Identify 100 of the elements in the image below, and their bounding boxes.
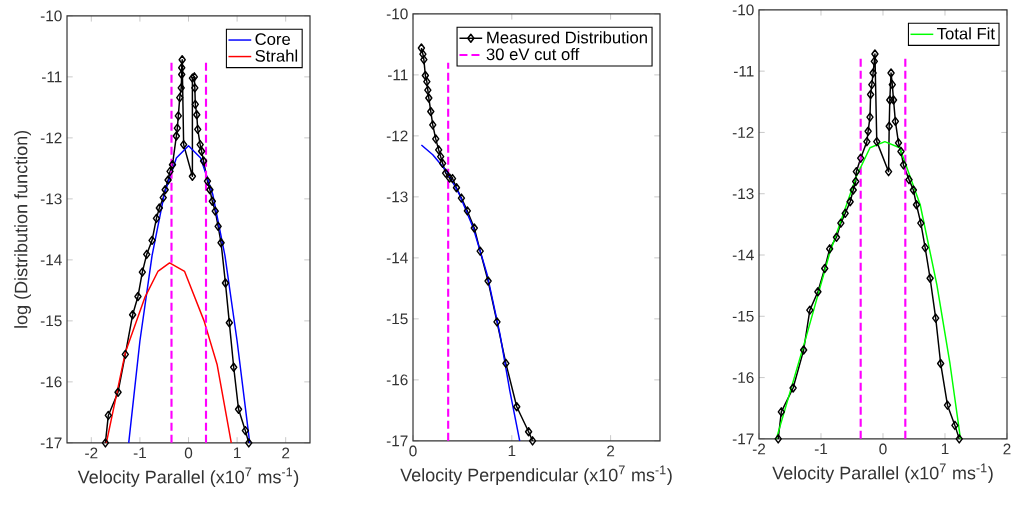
point	[863, 136, 871, 147]
y-tick-label: -14	[40, 254, 62, 266]
point	[943, 400, 952, 410]
point	[814, 287, 822, 297]
point	[832, 232, 841, 243]
point	[206, 185, 214, 195]
point	[866, 89, 875, 100]
point	[774, 434, 782, 444]
point	[427, 106, 435, 117]
x-tick-label: -1	[133, 447, 146, 459]
point	[789, 383, 797, 393]
point	[161, 185, 169, 195]
point	[524, 427, 533, 437]
x-axis-title: Velocity Parallel (x10$^{7}$ ms$^{-1}$)	[772, 463, 993, 484]
point	[176, 92, 184, 103]
point	[909, 185, 918, 195]
y-tick-label: -10	[386, 8, 408, 20]
point	[513, 402, 521, 412]
point	[441, 168, 450, 178]
point	[955, 434, 963, 444]
x-tick-label: 2	[607, 445, 615, 457]
point	[837, 218, 845, 228]
point	[199, 156, 208, 166]
legend-label: Measured Distribution	[487, 31, 647, 44]
y-tick-label: -15	[40, 315, 62, 327]
point	[476, 246, 484, 256]
point	[229, 362, 238, 373]
point	[191, 83, 199, 93]
point	[423, 76, 431, 87]
line-series	[775, 140, 962, 440]
point	[217, 238, 225, 248]
line-series	[127, 145, 251, 444]
point	[173, 123, 182, 133]
point	[425, 93, 433, 103]
point	[868, 79, 876, 90]
point	[849, 185, 857, 195]
point	[172, 131, 181, 141]
y-tick-label: -12	[732, 127, 754, 138]
point	[894, 138, 903, 148]
point	[196, 139, 204, 150]
point	[936, 358, 945, 369]
point	[884, 166, 893, 177]
y-tick-label: -12	[40, 132, 62, 144]
y-tick-label: -11	[387, 69, 408, 81]
y-tick-label: -14	[386, 252, 408, 264]
point	[225, 318, 234, 328]
point	[431, 134, 440, 144]
point	[887, 68, 895, 78]
point	[417, 43, 426, 53]
point	[502, 358, 510, 369]
point	[528, 436, 537, 446]
point	[951, 420, 959, 431]
point	[445, 173, 454, 183]
point	[825, 244, 834, 254]
point	[134, 291, 142, 302]
y-tick-label: -15	[732, 311, 754, 322]
point	[905, 174, 913, 185]
point	[197, 146, 206, 157]
point	[429, 120, 437, 130]
point	[799, 345, 808, 355]
x-tick-label: 0	[409, 445, 417, 457]
point	[866, 112, 874, 122]
point	[463, 206, 472, 216]
point	[886, 95, 894, 105]
point	[921, 242, 929, 253]
point	[889, 95, 898, 105]
y-tick-label: -13	[732, 188, 754, 200]
y-tick-label: -17	[732, 433, 754, 445]
point	[841, 208, 849, 219]
point	[142, 249, 151, 260]
point	[211, 206, 219, 216]
x-tick-label: 1	[941, 443, 949, 455]
point	[806, 305, 814, 315]
point	[820, 263, 829, 274]
point	[420, 54, 428, 65]
point	[917, 218, 925, 228]
point	[241, 425, 250, 436]
x-tick-label: 1	[508, 445, 516, 457]
point	[864, 126, 872, 137]
point	[931, 313, 940, 323]
point	[891, 116, 900, 127]
point	[885, 121, 893, 132]
point	[852, 166, 861, 177]
point	[457, 193, 466, 203]
point	[436, 151, 445, 162]
y-tick-label: -17	[386, 435, 408, 447]
y-tick-label: -14	[732, 249, 754, 261]
point	[128, 310, 137, 320]
y-tick-label: -16	[732, 372, 754, 384]
point	[177, 83, 185, 93]
y-tick-label: -10	[732, 4, 754, 16]
point	[888, 79, 897, 90]
point	[104, 410, 113, 421]
x-tick-label: -1	[814, 443, 828, 455]
point	[166, 166, 174, 177]
x-tick-label: 1	[234, 447, 241, 459]
point	[159, 192, 167, 203]
point	[871, 49, 879, 59]
point	[193, 110, 201, 120]
point	[221, 278, 230, 288]
